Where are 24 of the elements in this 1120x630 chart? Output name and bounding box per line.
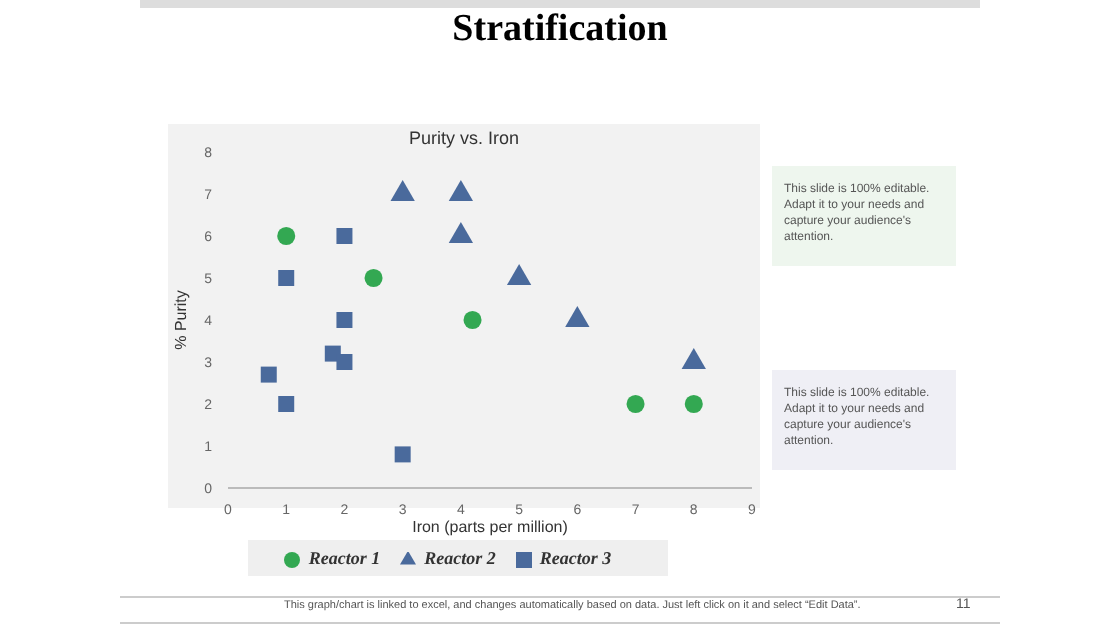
point — [684, 394, 703, 414]
point — [448, 221, 474, 244]
y-axis-title: % Purity — [171, 290, 190, 350]
x-axis-title: Iron (parts per million) — [412, 518, 569, 536]
point — [278, 396, 295, 412]
legend-label: Reactor 2 — [424, 548, 496, 568]
point — [394, 446, 411, 463]
point — [390, 179, 415, 202]
point — [364, 268, 383, 288]
point — [336, 228, 353, 244]
point — [277, 226, 296, 246]
point — [336, 312, 353, 328]
legend-label: Reactor 1 — [308, 548, 381, 568]
chart-title: Stratification — [450, 8, 670, 52]
chart-subtitle: Purity vs. Iron — [406, 128, 521, 148]
point — [260, 366, 277, 383]
point — [626, 394, 645, 414]
point — [565, 305, 590, 328]
point — [278, 270, 295, 286]
point — [336, 354, 353, 370]
point — [506, 263, 532, 286]
point — [463, 310, 482, 330]
legend-label: Reactor 3 — [539, 548, 612, 568]
point — [448, 179, 474, 202]
